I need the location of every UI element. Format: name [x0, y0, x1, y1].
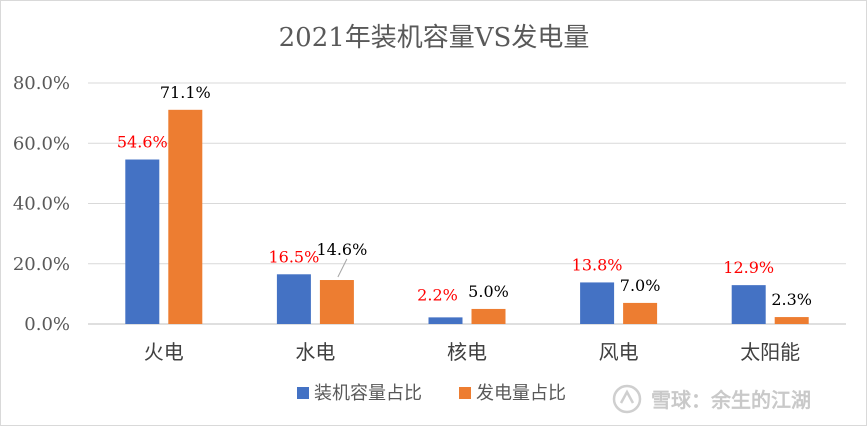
category-label: 太阳能	[740, 340, 800, 364]
y-tick-label: 60.0%	[13, 133, 70, 154]
bar-capacity	[580, 282, 615, 324]
data-label: 14.6%	[316, 240, 367, 259]
bars	[125, 109, 809, 324]
data-labels: 54.6% 71.1% 16.5%14.6% 2.2% 5.0% 13.8% 7.0% 12.…	[117, 83, 812, 309]
y-tick-label: 40.0%	[13, 194, 70, 215]
snowball-logo-icon	[612, 384, 642, 414]
data-label: 16.5%	[268, 247, 319, 266]
bar-generation	[774, 317, 809, 324]
data-label: 2.3%	[771, 290, 812, 309]
category-label: 水电	[295, 340, 335, 364]
y-tick-label: 80.0%	[13, 73, 70, 94]
y-tick-label: 0.0%	[24, 314, 70, 335]
bar-capacity	[731, 285, 766, 324]
data-label: 2.2%	[417, 285, 458, 304]
bar-generation	[623, 302, 658, 324]
bar-capacity	[276, 274, 311, 324]
data-label: 7.0%	[620, 276, 661, 295]
x-axis-categories: 火电 水电 核电 风电 太阳能	[144, 340, 800, 364]
category-label: 火电	[144, 340, 184, 364]
watermark: 雪球：余生的江湖	[612, 384, 811, 414]
legend-swatch	[297, 387, 309, 399]
legend-label: 发电量占比	[476, 383, 566, 404]
bar-generation	[168, 109, 203, 324]
data-label: 5.0%	[468, 282, 509, 301]
bar-generation	[319, 280, 354, 324]
bar-capacity	[125, 159, 160, 324]
watermark-text: 雪球：余生的江湖	[651, 388, 811, 412]
category-label: 风电	[599, 340, 639, 364]
y-tick-label: 20.0%	[13, 254, 70, 275]
data-label: 12.9%	[723, 258, 774, 277]
data-label: 54.6%	[117, 133, 168, 152]
bar-generation	[471, 308, 506, 324]
legend: 装机容量占比 发电量占比	[297, 383, 566, 404]
legend-swatch	[459, 387, 471, 399]
y-axis-ticks: 0.0% 20.0% 40.0% 60.0% 80.0%	[13, 73, 70, 335]
legend-label: 装机容量占比	[314, 383, 422, 404]
data-label: 13.8%	[572, 255, 623, 274]
data-label: 71.1%	[160, 83, 211, 102]
bar-capacity	[428, 317, 463, 324]
data-label-leader-line	[337, 258, 348, 278]
category-label: 核电	[447, 340, 487, 364]
chart-title: 2021年装机容量VS发电量	[279, 23, 590, 53]
gridlines	[88, 82, 846, 325]
